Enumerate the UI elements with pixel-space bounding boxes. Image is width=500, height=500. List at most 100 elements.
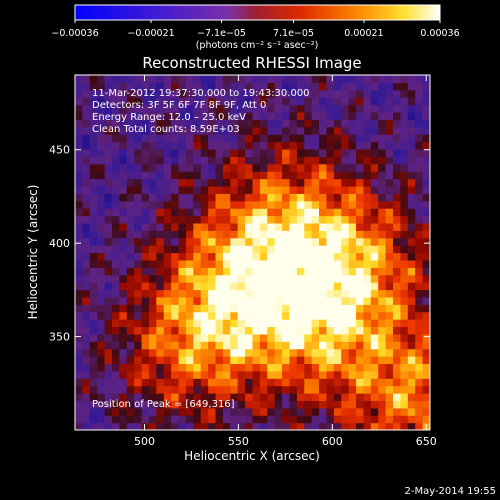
heatmap-cell [252, 422, 261, 430]
heatmap-cell [148, 348, 157, 357]
heatmap-cell [171, 230, 180, 239]
heatmap-cell [370, 134, 379, 143]
heatmap-cell [370, 407, 379, 416]
heatmap-cell [289, 200, 298, 209]
heatmap-cell [400, 252, 409, 261]
heatmap-cell [252, 363, 261, 372]
heatmap-cell [222, 185, 231, 194]
heatmap-cell [111, 333, 120, 342]
heatmap-cell [75, 222, 83, 231]
heatmap-cell [282, 89, 291, 98]
heatmap-cell [274, 400, 283, 409]
heatmap-cell [163, 415, 172, 424]
heatmap-cell [304, 193, 313, 202]
heatmap-cell [111, 304, 120, 313]
heatmap-cell [156, 422, 165, 430]
heatmap-cell [385, 163, 394, 172]
heatmap-cell [333, 407, 342, 416]
heatmap-cell [326, 415, 335, 424]
heatmap-cell [208, 171, 217, 180]
heatmap-cell [222, 304, 231, 313]
heatmap-cell [200, 237, 209, 246]
heatmap-cell [348, 97, 357, 106]
heatmap-cell [230, 134, 239, 143]
heatmap-cell [304, 104, 313, 113]
heatmap-cell [193, 178, 202, 187]
heatmap-cell [274, 200, 283, 209]
heatmap-cell [230, 363, 239, 372]
heatmap-cell [89, 222, 98, 231]
heatmap-cell [282, 311, 291, 320]
heatmap-cell [208, 185, 217, 194]
heatmap-cell [141, 319, 150, 328]
heatmap-cell [148, 163, 157, 172]
heatmap-cell [89, 111, 98, 120]
heatmap-cell [171, 296, 180, 305]
heatmap-cell [82, 222, 91, 231]
heatmap-cell [126, 208, 135, 217]
heatmap-cell [282, 289, 291, 298]
heatmap-cell [319, 141, 328, 150]
heatmap-cell [282, 282, 291, 291]
heatmap-cell [193, 245, 202, 254]
heatmap-cell [89, 311, 98, 320]
heatmap-cell [230, 370, 239, 379]
heatmap-cell [134, 148, 143, 157]
heatmap-cell [407, 208, 416, 217]
heatmap-cell [171, 215, 180, 224]
heatmap-cell [230, 222, 239, 231]
heatmap-cell [422, 230, 430, 239]
heatmap-cell [126, 89, 135, 98]
heatmap-cell [171, 319, 180, 328]
heatmap-cell [370, 126, 379, 135]
heatmap-cell [415, 141, 424, 150]
heatmap-cell [134, 111, 143, 120]
heatmap-cell [230, 296, 239, 305]
heatmap-cell [208, 311, 217, 320]
heatmap-cell [267, 104, 276, 113]
heatmap-cell [171, 393, 180, 402]
heatmap-cell [89, 252, 98, 261]
heatmap-cell [282, 407, 291, 416]
heatmap-cell [82, 148, 91, 157]
heatmap-cell [393, 252, 402, 261]
heatmap-cell [208, 222, 217, 231]
heatmap-cell [319, 75, 328, 83]
heatmap-cell [230, 230, 239, 239]
heatmap-cell [141, 156, 150, 165]
heatmap-cell [163, 363, 172, 372]
heatmap-cell [97, 230, 106, 239]
heatmap-cell [319, 311, 328, 320]
heatmap-cell [385, 178, 394, 187]
heatmap-cell [363, 156, 372, 165]
heatmap-cell [134, 141, 143, 150]
heatmap-cell [341, 326, 350, 335]
heatmap-cell [185, 333, 194, 342]
heatmap-cell [163, 141, 172, 150]
heatmap-cell [422, 222, 430, 231]
heatmap-cell [148, 385, 157, 394]
heatmap-cell [148, 333, 157, 342]
heatmap-cell [104, 104, 113, 113]
heatmap-cell [415, 148, 424, 157]
heatmap-cell [215, 193, 224, 202]
heatmap-cell [319, 156, 328, 165]
heatmap-cell [148, 363, 157, 372]
heatmap-cell [215, 75, 224, 83]
heatmap-cell [378, 415, 387, 424]
heatmap-cell [259, 245, 268, 254]
heatmap-cell [104, 148, 113, 157]
heatmap-cell [134, 97, 143, 106]
heatmap-cell [259, 363, 268, 372]
heatmap-cell [134, 341, 143, 350]
heatmap-cell [348, 407, 357, 416]
heatmap-cell [319, 97, 328, 106]
heatmap-cell [111, 245, 120, 254]
heatmap-cell [185, 282, 194, 291]
heatmap-cell [97, 185, 106, 194]
heatmap-cell [163, 237, 172, 246]
heatmap-cell [422, 97, 430, 106]
heatmap-cell [393, 178, 402, 187]
heatmap-cell [289, 289, 298, 298]
heatmap-cell [296, 311, 305, 320]
